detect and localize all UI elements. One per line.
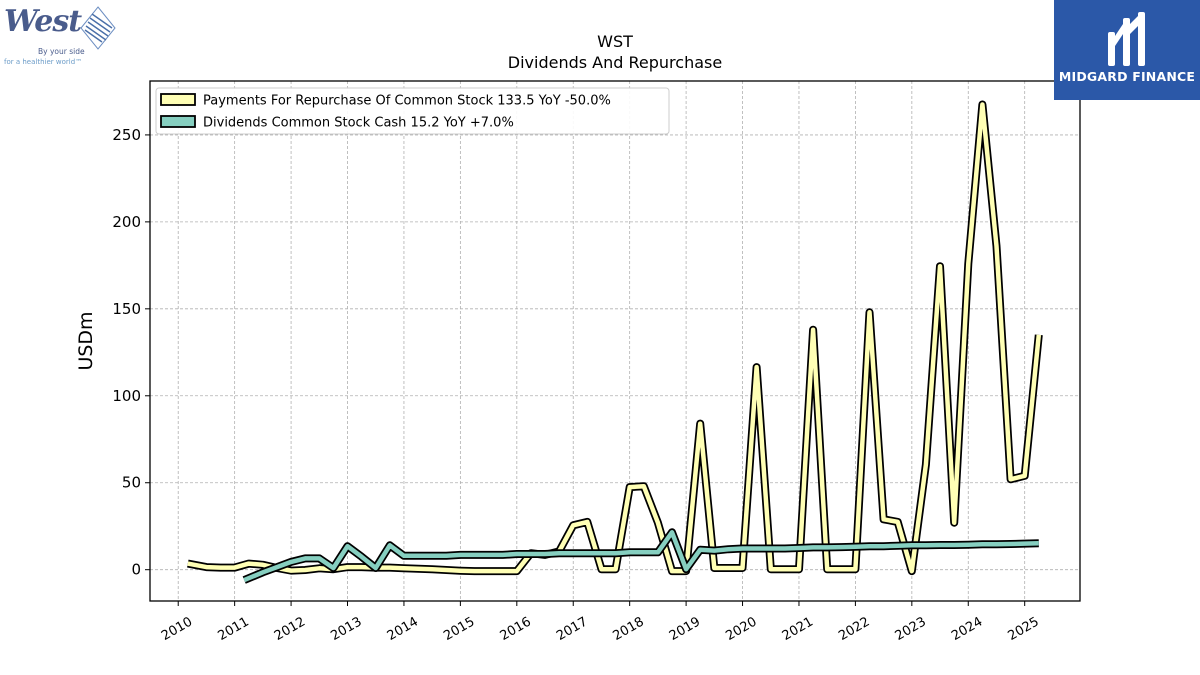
y-tick-label: 150 [112, 300, 141, 318]
x-tick-label: 2022 [836, 614, 872, 644]
x-tick-label: 2021 [780, 614, 816, 644]
x-tick-label: 2018 [611, 614, 647, 644]
legend-label-repurchase: Payments For Repurchase Of Common Stock … [203, 94, 611, 109]
west-diamond-icon [80, 6, 116, 50]
x-tick-label: 2014 [385, 614, 421, 644]
plot-area [149, 80, 1081, 602]
chart-subtitle: Dividends And Repurchase [508, 53, 722, 72]
x-tick-label: 2016 [498, 614, 534, 644]
y-tick-label: 0 [131, 561, 141, 579]
west-tagline-2: for a healthier world™ [4, 58, 83, 66]
midgard-finance-logo: MIDGARD FINANCE [1054, 0, 1200, 100]
x-tick-label: 2019 [667, 614, 703, 644]
legend-swatch-dividends [160, 115, 196, 128]
x-tick-label: 2012 [272, 614, 308, 644]
chart-title: WST [597, 32, 633, 51]
west-tagline: By your side [38, 47, 85, 56]
legend: Payments For Repurchase Of Common Stock … [155, 87, 670, 135]
y-tick-label: 50 [122, 474, 141, 492]
midgard-logo-text: MIDGARD FINANCE [1058, 69, 1196, 84]
x-tick-label: 2017 [554, 614, 590, 644]
legend-swatch-repurchase [160, 93, 196, 106]
legend-box [155, 87, 670, 135]
x-tick-label: 2013 [328, 614, 364, 644]
series-line-repurchase [187, 102, 1042, 574]
series-lines [187, 100, 1043, 584]
y-tick-label: 250 [112, 126, 141, 144]
x-tick-label: 2011 [215, 614, 251, 644]
y-tick-label: 100 [112, 387, 141, 405]
x-tick-label: 2015 [441, 614, 477, 644]
west-logo: West By your side for a healthier world™ [4, 4, 116, 68]
x-tick-label: 2025 [1006, 614, 1042, 644]
y-tick-label: 200 [112, 213, 141, 231]
x-tick-label: 2020 [723, 614, 759, 644]
x-tick-label: 2024 [949, 614, 985, 644]
x-tick-label: 2010 [159, 614, 195, 644]
x-tick-label: 2023 [893, 614, 929, 644]
series-outline-repurchase [187, 100, 1043, 576]
midgard-monogram-icon [1108, 12, 1145, 66]
y-axis-label: USDm [75, 311, 97, 370]
legend-label-dividends: Dividends Common Stock Cash 15.2 YoY +7.… [203, 116, 514, 131]
west-logo-word: West [4, 4, 82, 39]
grid-lines [150, 81, 1080, 601]
series-line-dividends [243, 530, 1039, 583]
